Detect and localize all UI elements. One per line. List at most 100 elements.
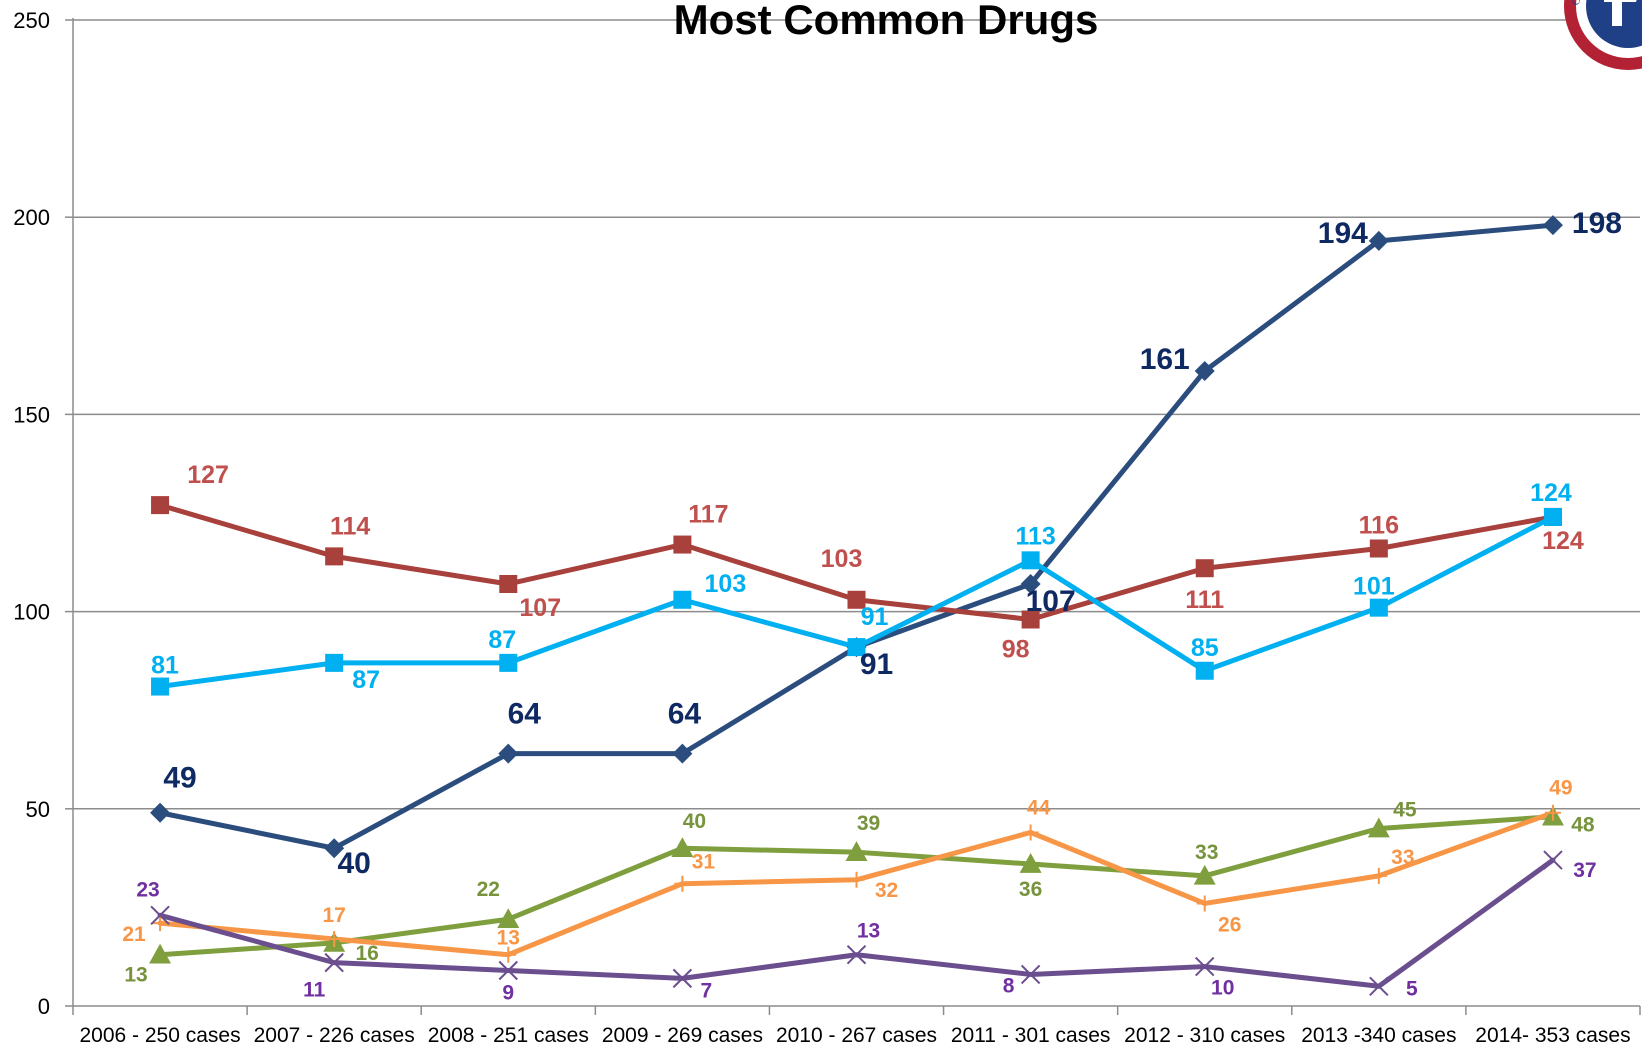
- y-tick-label: 200: [13, 205, 50, 230]
- data-point: [150, 905, 170, 925]
- data-point: [1543, 850, 1563, 870]
- data-point: [1193, 864, 1216, 885]
- data-point: [671, 837, 694, 858]
- data-label: 117: [688, 501, 728, 529]
- x-tick-label: 2014- 353 cases: [1475, 1024, 1630, 1047]
- data-point: [847, 590, 866, 609]
- data-point: [846, 945, 867, 965]
- data-label: 113: [1015, 522, 1055, 550]
- data-label: 49: [163, 762, 196, 795]
- x-tick-label: 2011 - 301 cases: [951, 1024, 1111, 1047]
- data-label: 91: [861, 603, 889, 631]
- data-label: 64: [508, 698, 542, 731]
- data-label: 101: [1353, 573, 1395, 601]
- x-tick-label: 2007 - 226 cases: [254, 1024, 415, 1047]
- data-label: 114: [330, 512, 370, 540]
- data-point: [1368, 230, 1389, 251]
- data-label: 23: [136, 878, 159, 901]
- data-point: [1021, 610, 1040, 629]
- data-point: [847, 638, 866, 657]
- data-label: 21: [122, 923, 146, 946]
- data-point: [672, 743, 693, 764]
- x-tick-label: 2009 - 269 cases: [602, 1024, 763, 1047]
- data-point: [1369, 539, 1388, 558]
- data-point: [499, 574, 518, 593]
- data-point: [672, 968, 693, 989]
- data-label: 9: [502, 982, 514, 1005]
- x-tick-label: 2008 - 251 cases: [428, 1024, 589, 1047]
- data-point: [325, 653, 344, 672]
- y-tick-label: 250: [13, 8, 50, 33]
- data-label: 91: [860, 648, 893, 681]
- data-point: [1195, 559, 1214, 578]
- x-tick-label: 2010 - 267 cases: [776, 1024, 937, 1047]
- data-label: 124: [1542, 527, 1584, 555]
- data-point: [1020, 964, 1041, 985]
- data-label: 5: [1406, 977, 1418, 1000]
- data-label: 116: [1359, 511, 1399, 539]
- data-point: [324, 838, 345, 859]
- data-point: [1542, 215, 1563, 236]
- data-label: 44: [1027, 796, 1051, 819]
- data-label: 45: [1393, 799, 1417, 822]
- data-point: [848, 871, 865, 888]
- data-point: [500, 946, 517, 963]
- data-label: 107: [1026, 585, 1076, 618]
- data-label: 49: [1549, 777, 1572, 800]
- data-point: [1195, 661, 1214, 680]
- data-label: 13: [857, 920, 880, 943]
- data-label: 87: [488, 626, 516, 654]
- data-label: 31: [692, 851, 716, 874]
- data-point: [1022, 824, 1039, 841]
- data-point: [149, 943, 172, 964]
- data-label: 87: [352, 666, 380, 694]
- data-label: 16: [355, 942, 378, 965]
- chart-title: Most Common Drugs: [674, 0, 1099, 43]
- data-point: [1020, 573, 1041, 594]
- data-point: [1019, 853, 1042, 873]
- data-label: 124: [1530, 479, 1572, 507]
- data-point: [151, 677, 170, 696]
- data-point: [1194, 361, 1215, 382]
- data-label: 26: [1218, 913, 1241, 936]
- data-point: [326, 930, 343, 947]
- data-point: [324, 952, 344, 973]
- data-label: 103: [821, 545, 863, 573]
- data-point: [1544, 804, 1561, 821]
- data-point: [498, 743, 519, 764]
- data-label: 40: [683, 810, 706, 833]
- data-point: [498, 960, 518, 981]
- data-label: 13: [497, 927, 520, 950]
- data-label: 107: [519, 594, 561, 622]
- data-label: 11: [303, 979, 326, 1002]
- data-label: 32: [875, 879, 898, 902]
- data-point: [151, 496, 170, 515]
- axes: [72, 18, 1640, 1007]
- data-point: [1195, 956, 1215, 977]
- data-label: 98: [1002, 635, 1030, 663]
- x-tick-label: 2012 - 310 cases: [1124, 1024, 1285, 1047]
- x-axis-ticks: 2006 - 250 cases 2007 - 226 cases 2008 - 2…: [72, 1006, 1641, 1047]
- data-label: 85: [1191, 634, 1219, 662]
- data-label: 33: [1391, 846, 1414, 869]
- data-point: [1196, 895, 1213, 912]
- data-point: [325, 547, 344, 566]
- data-label: 103: [705, 570, 747, 598]
- data-label: 22: [477, 878, 500, 901]
- data-label: 33: [1195, 841, 1218, 864]
- x-tick-label: 2006 - 250 cases: [80, 1024, 241, 1047]
- data-label: 48: [1571, 814, 1595, 837]
- data-point: [1369, 598, 1388, 617]
- data-label: 127: [187, 461, 229, 489]
- data-label: 37: [1573, 859, 1596, 882]
- data-label: 81: [151, 652, 179, 680]
- data-point: [499, 653, 518, 672]
- y-axis-ticks: 0 50 100 150 200 250: [13, 8, 73, 1019]
- data-label: 198: [1572, 207, 1622, 240]
- data-point: [1367, 817, 1390, 838]
- data-label: 8: [1003, 974, 1015, 997]
- data-label: 111: [1185, 586, 1224, 614]
- data-label: 10: [1211, 977, 1234, 1000]
- gridlines: [73, 19, 1640, 810]
